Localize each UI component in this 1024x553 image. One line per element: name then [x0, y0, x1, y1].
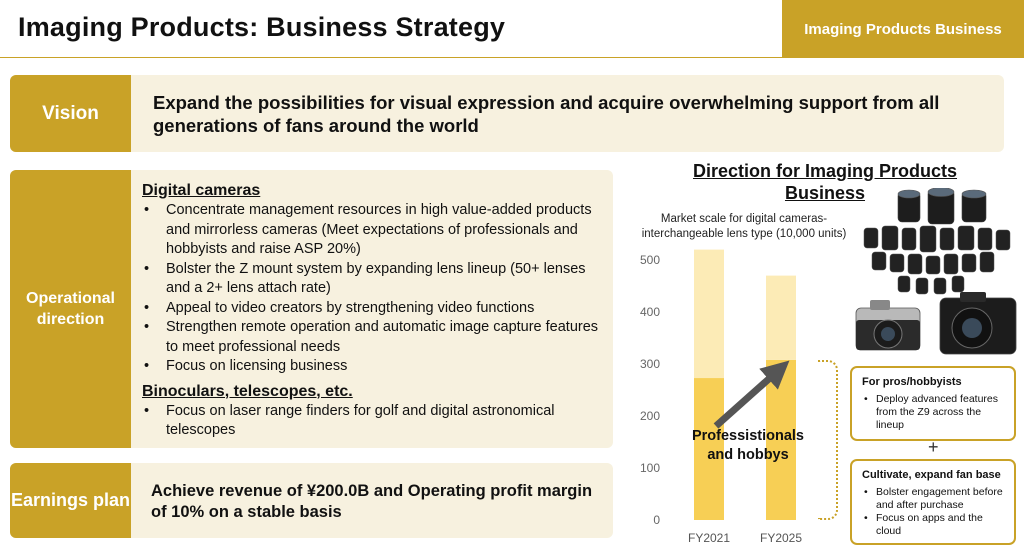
camera-bodies-image [855, 292, 1017, 355]
business-tab: Imaging Products Business [782, 0, 1024, 58]
y-tick-label: 100 [640, 461, 660, 475]
pros-hobbyists-box: For pros/hobbyists Deploy advanced featu… [850, 366, 1016, 441]
y-tick-label: 300 [640, 357, 660, 371]
list-item: Bolster engagement before and after purc… [862, 486, 1006, 512]
x-tick-label: FY2021 [688, 531, 730, 545]
list-item: Strengthen remote operation and automati… [142, 318, 607, 357]
list-item: Focus on apps and the cloud [862, 512, 1006, 538]
operational-direction-content: Digital cameras Concentrate management r… [142, 180, 607, 441]
vision-label: Vision [10, 75, 131, 152]
vision-text: Expand the possibilities for visual expr… [153, 92, 940, 136]
vision-row: Vision Expand the possibilities for visu… [10, 75, 1004, 152]
pros-box-list: Deploy advanced features from the Z9 acr… [862, 393, 1006, 432]
market-scale-chart: 0 100 200 300 400 500 FY2021 FY2025 [640, 249, 802, 545]
operational-direction-row: Operational direction Digital cameras Co… [10, 170, 613, 448]
list-item: Concentrate management resources in high… [142, 201, 607, 260]
pros-box-title: For pros/hobbyists [862, 376, 962, 388]
title-divider [0, 57, 782, 58]
chart-subtitle: Market scale for digital cameras-interch… [641, 213, 847, 240]
segment-bracket [818, 360, 838, 520]
bar-fy2021-segment-1 [694, 378, 724, 520]
y-tick-label: 500 [640, 253, 660, 267]
section-heading-digital-cameras: Digital cameras [142, 182, 261, 199]
page-title: Imaging Products: Business Strategy [18, 12, 506, 42]
fan-base-box: Cultivate, expand fan base Bolster engag… [850, 459, 1016, 545]
y-tick-label: 200 [640, 409, 660, 423]
bar-fy2021-segment-2 [694, 249, 724, 379]
earnings-plan-row: Earnings plan Achieve revenue of ¥200.0B… [10, 463, 613, 538]
segment-label: Professistionals and hobbys [691, 428, 804, 463]
y-tick-label: 0 [653, 513, 660, 527]
list-item: Focus on licensing business [142, 357, 607, 377]
x-tick-label: FY2025 [760, 531, 802, 545]
plus-sign: + [928, 437, 939, 457]
fan-box-title: Cultivate, expand fan base [862, 469, 1001, 481]
earnings-plan-text: Achieve revenue of ¥200.0B and Operating… [151, 482, 593, 521]
growth-arrow [713, 360, 790, 429]
operational-direction-label: Operational direction [10, 170, 131, 448]
list-item: Focus on laser range finders for golf an… [142, 402, 607, 441]
binoculars-list: Focus on laser range finders for golf an… [142, 402, 607, 441]
list-item: Appeal to video creators by strengthenin… [142, 299, 607, 319]
list-item: Bolster the Z mount system by expanding … [142, 260, 607, 299]
section-heading-binoculars: Binoculars, telescopes, etc. [142, 382, 353, 400]
y-tick-label: 400 [640, 305, 660, 319]
bar-fy2025-segment-2 [766, 275, 796, 360]
earnings-plan-label: Earnings plan [10, 463, 131, 538]
list-item: Deploy advanced features from the Z9 acr… [862, 393, 1006, 432]
chart-title: Direction for Imaging Products Business [692, 161, 958, 203]
lens-lineup-image [863, 188, 1011, 295]
fan-box-list: Bolster engagement before and after purc… [862, 486, 1006, 538]
digital-cameras-list: Concentrate management resources in high… [142, 201, 607, 377]
